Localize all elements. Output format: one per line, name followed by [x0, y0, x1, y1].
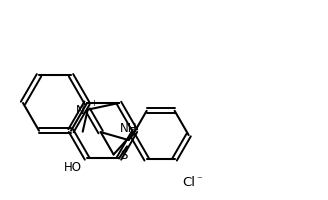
Text: N: N — [76, 104, 85, 117]
Text: S: S — [121, 148, 128, 161]
Text: HO: HO — [64, 160, 82, 173]
Text: ⁻: ⁻ — [196, 174, 202, 184]
Text: +: + — [90, 98, 96, 107]
Text: NH: NH — [120, 121, 137, 134]
Text: Cl: Cl — [182, 176, 195, 189]
